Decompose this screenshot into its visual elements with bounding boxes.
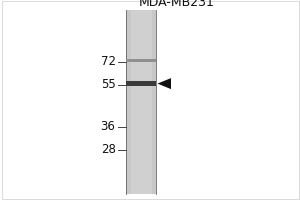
Text: 28: 28 (100, 143, 116, 156)
Bar (130, 10, 152, 194)
Bar (126, 10, 156, 194)
Text: 36: 36 (100, 120, 116, 133)
Text: 55: 55 (101, 78, 116, 91)
Text: 72: 72 (100, 55, 116, 68)
Bar (126, 59, 156, 62)
Bar (126, 81, 156, 86)
Text: MDA-MB231: MDA-MB231 (139, 0, 215, 9)
Polygon shape (158, 78, 171, 89)
